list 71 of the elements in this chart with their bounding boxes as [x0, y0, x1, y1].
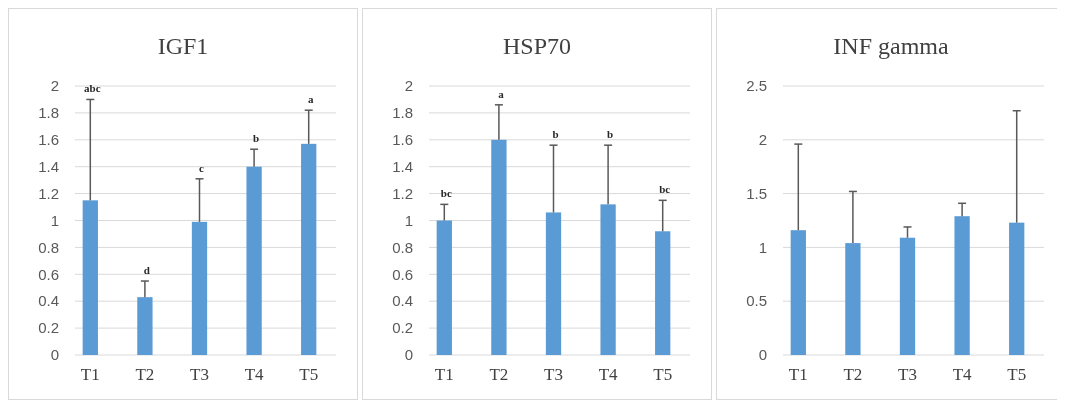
annotation: bc — [659, 183, 671, 196]
annotation: a — [307, 93, 314, 106]
y-tick-label: 1 — [404, 211, 413, 229]
annotation: bc — [440, 187, 452, 200]
bar — [545, 212, 562, 355]
bar — [600, 204, 616, 355]
x-tick-label: T4 — [598, 365, 619, 384]
y-tick-label: 1 — [758, 238, 767, 256]
annotation: b — [552, 128, 559, 141]
bar — [790, 230, 806, 355]
x-tick-label: T1 — [80, 365, 100, 384]
bar — [899, 237, 916, 355]
x-tick-label: T3 — [190, 365, 209, 384]
y-tick-label: 1.5 — [746, 184, 767, 202]
y-tick-label: 2.5 — [746, 77, 767, 95]
bar — [436, 220, 452, 355]
x-tick-label: T2 — [489, 365, 509, 384]
annotation: d — [143, 264, 150, 277]
bar — [954, 216, 970, 355]
chart-title: HSP70 — [502, 33, 572, 59]
x-tick-label: T1 — [434, 365, 454, 384]
y-tick-label: 1.6 — [38, 131, 59, 149]
y-tick-label: 0.6 — [38, 265, 59, 283]
y-tick-label: 0 — [758, 346, 767, 364]
bar — [191, 221, 208, 355]
y-tick-label: 0.6 — [392, 265, 413, 283]
bar — [301, 143, 317, 355]
bar — [137, 297, 153, 355]
x-tick-label: T5 — [653, 365, 673, 384]
y-tick-label: 1.6 — [392, 131, 413, 149]
x-tick-label: T2 — [135, 365, 155, 384]
chart-title: IGF1 — [157, 33, 209, 59]
y-tick-label: 1.4 — [392, 157, 413, 175]
y-tick-label: 0.4 — [38, 292, 59, 310]
y-tick-label: 0 — [50, 346, 59, 364]
y-tick-label: 2 — [758, 131, 767, 149]
annotation: abc — [84, 82, 101, 95]
bar — [845, 243, 861, 355]
y-tick-label: 1.4 — [38, 157, 59, 175]
x-tick-label: T2 — [843, 365, 863, 384]
y-tick-label: 1.2 — [38, 184, 59, 202]
annotation: b — [607, 128, 614, 141]
y-tick-label: 0.4 — [392, 292, 413, 310]
x-tick-label: T1 — [788, 365, 808, 384]
y-tick-label: 2 — [404, 77, 413, 95]
y-tick-label: 2 — [50, 77, 59, 95]
x-tick-label: T4 — [952, 365, 973, 384]
y-tick-label: 1.8 — [38, 104, 59, 122]
bar — [655, 231, 671, 355]
y-tick-label: 1.8 — [392, 104, 413, 122]
chart-title: INF gamma — [833, 33, 949, 59]
y-tick-label: 0.2 — [392, 319, 413, 337]
x-tick-label: T4 — [244, 365, 265, 384]
bar — [491, 139, 507, 355]
x-tick-label: T3 — [898, 365, 917, 384]
y-tick-label: 1 — [50, 211, 59, 229]
y-tick-label: 0 — [404, 346, 413, 364]
annotation: a — [498, 87, 505, 100]
x-tick-label: T3 — [544, 365, 563, 384]
y-tick-label: 1.2 — [392, 184, 413, 202]
annotation: b — [253, 132, 260, 145]
bar — [246, 166, 262, 355]
x-tick-label: T5 — [1007, 365, 1027, 384]
y-tick-label: 0.8 — [38, 238, 59, 256]
y-tick-label: 0.2 — [38, 319, 59, 337]
x-tick-label: T5 — [299, 365, 319, 384]
y-tick-label: 0.5 — [746, 292, 767, 310]
annotation: c — [199, 161, 205, 174]
bar — [82, 200, 98, 355]
bar — [1009, 222, 1025, 355]
y-tick-label: 0.8 — [392, 238, 413, 256]
